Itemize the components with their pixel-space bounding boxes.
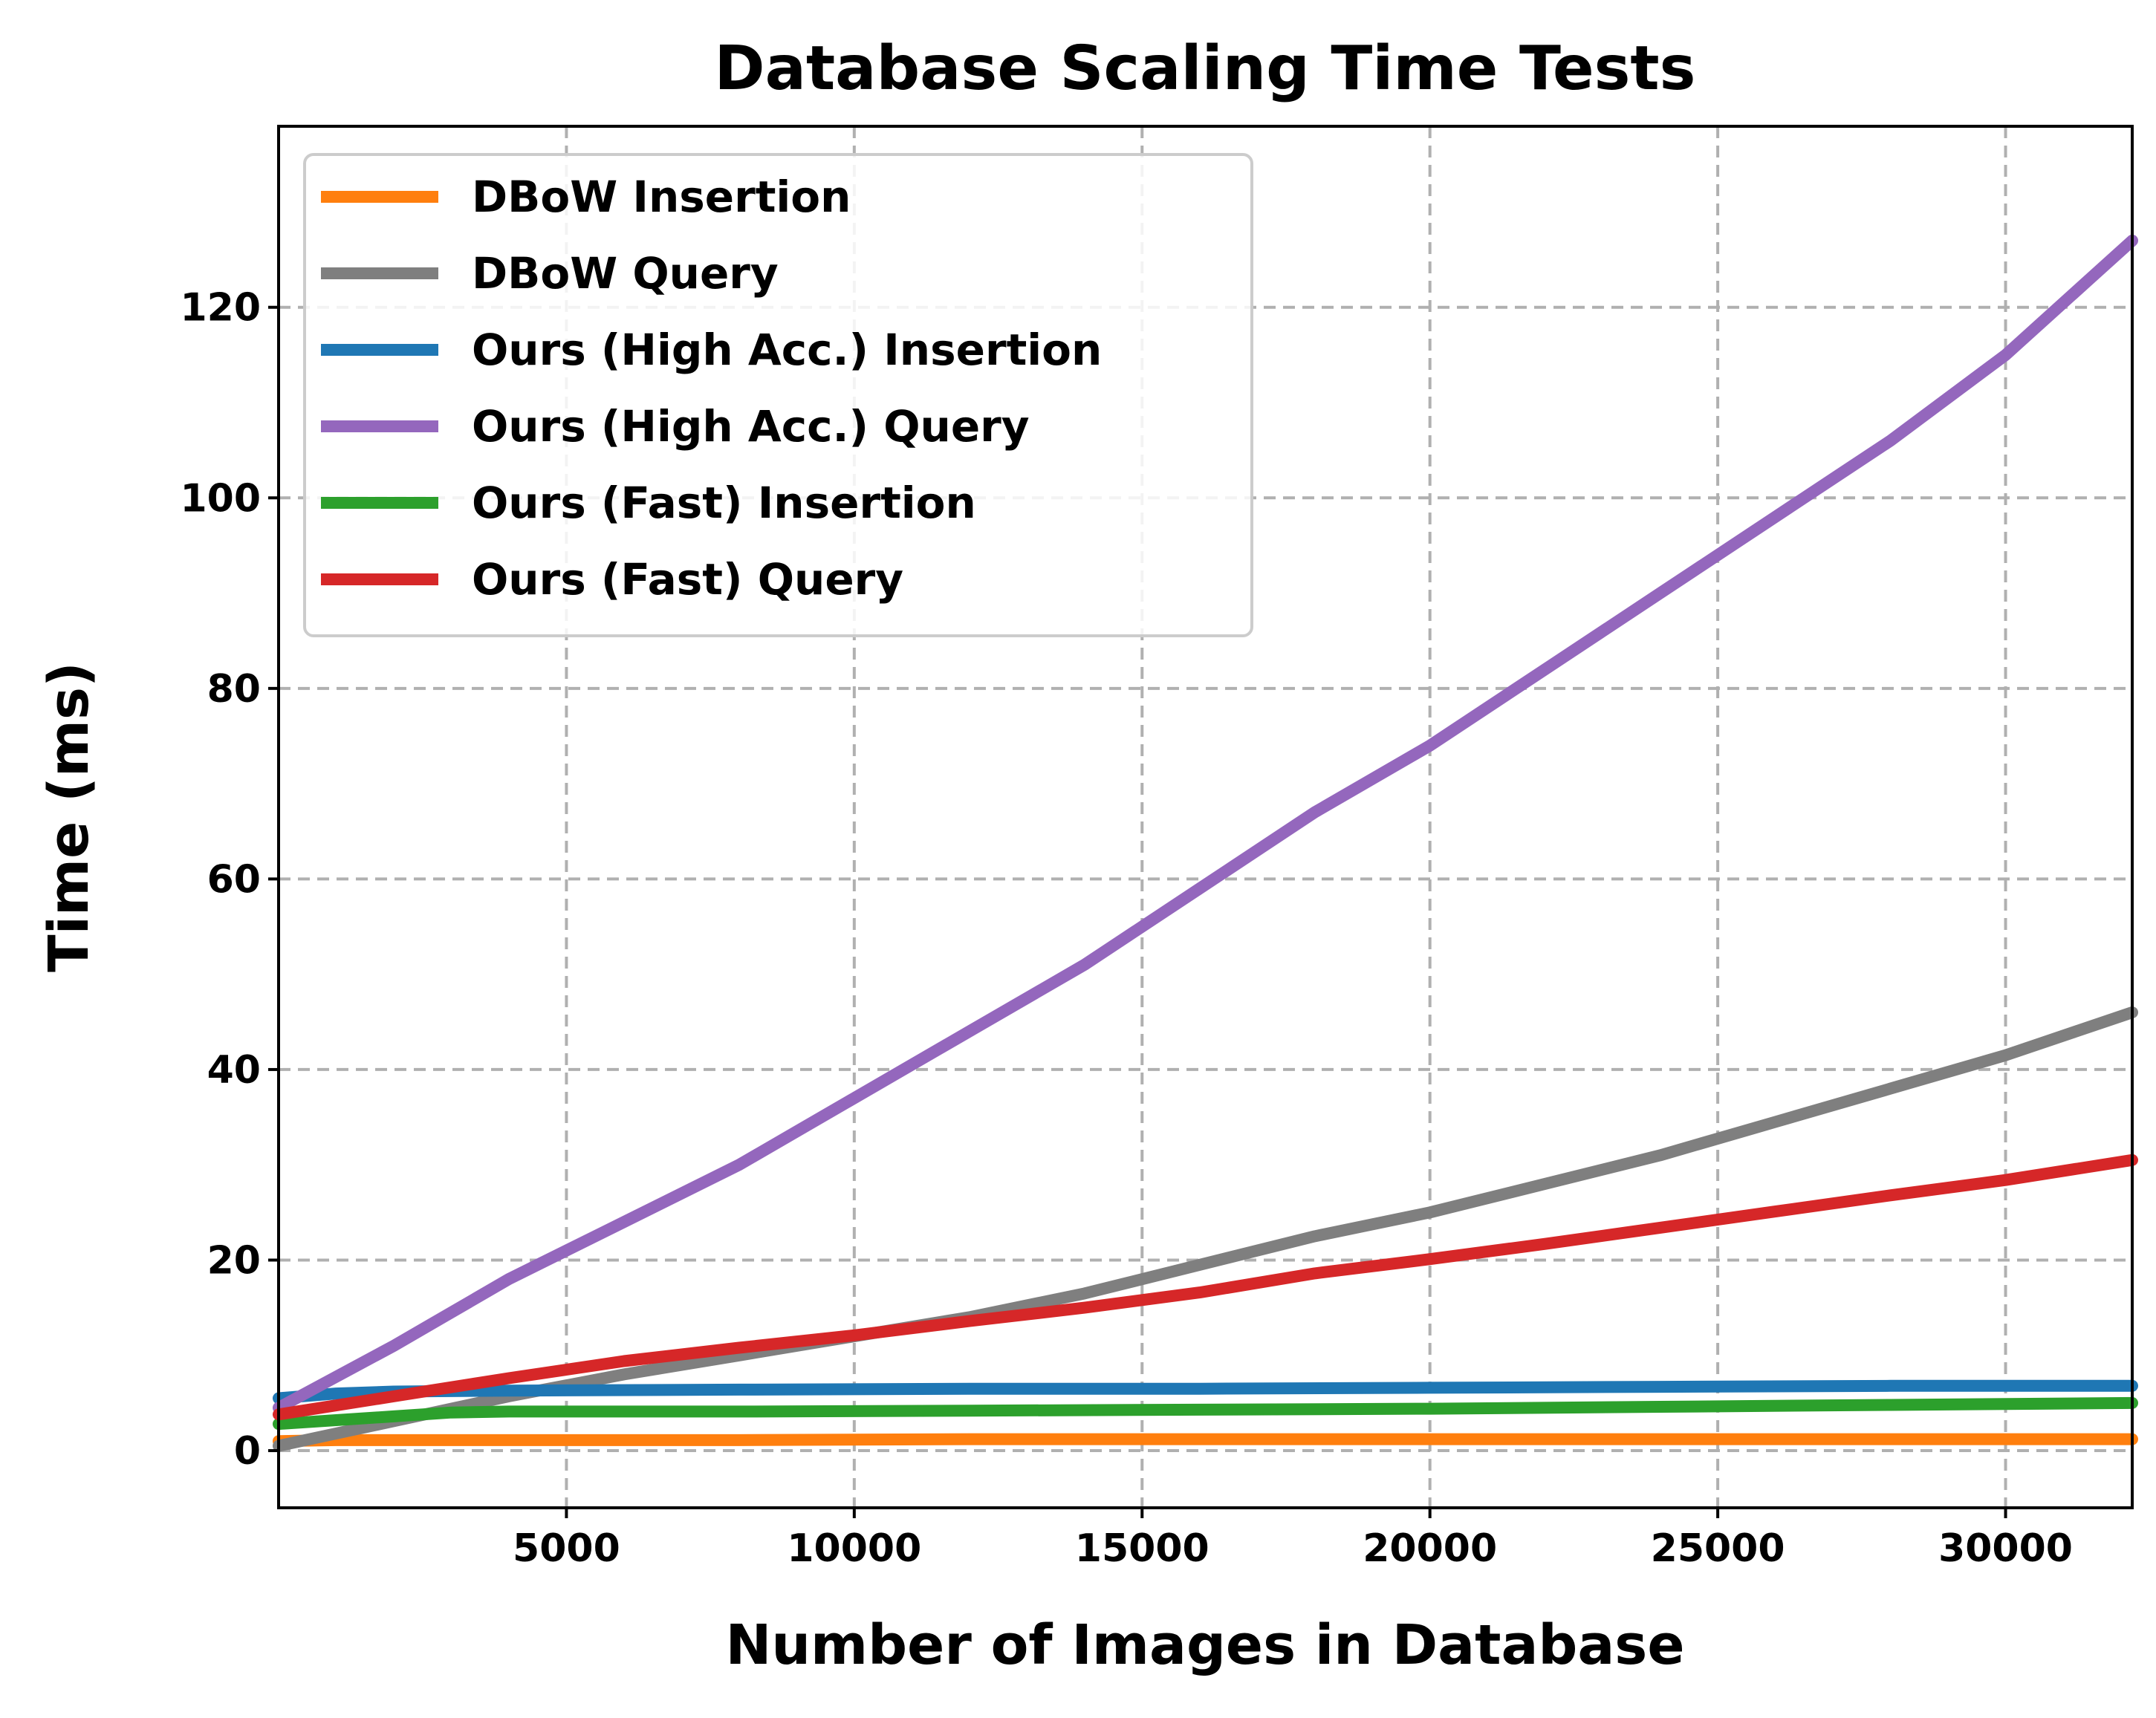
y-tick-label: 80: [207, 667, 261, 712]
legend-box: [303, 153, 1253, 637]
y-tick-label: 120: [180, 286, 261, 331]
legend-label: Ours (Fast) Insertion: [472, 478, 976, 528]
series-line-2: [273, 1379, 2138, 1405]
legend-label: Ours (High Acc.) Insertion: [472, 325, 1102, 375]
series-line-4: [273, 1396, 2138, 1431]
series-line-1: [273, 1006, 2138, 1452]
legend-label: DBoW Insertion: [472, 172, 851, 222]
y-tick-label: 20: [207, 1238, 261, 1283]
y-tick-label: 60: [207, 857, 261, 902]
series-group: [273, 234, 2138, 1452]
x-tick-label: 15000: [1075, 1526, 1209, 1571]
y-tick-label: 100: [180, 476, 261, 521]
x-axis-label: Number of Images in Database: [725, 1613, 1684, 1677]
y-axis-label: Time (ms): [37, 662, 101, 972]
y-tick-label: 0: [234, 1429, 261, 1474]
y-axis-ticks: 0 20 40 60 80 100 120: [180, 286, 279, 1474]
legend-label: DBoW Query: [472, 248, 779, 299]
legend: DBoW Insertion DBoW Query Ours (High Acc.)…: [303, 153, 1253, 637]
series-line-3: [273, 234, 2138, 1414]
y-tick-label: 40: [207, 1048, 261, 1093]
legend-label: Ours (High Acc.) Query: [472, 401, 1030, 452]
x-axis-ticks: 5000 10000 15000 20000 25000 30000: [513, 1508, 2073, 1571]
legend-label: Ours (Fast) Query: [472, 554, 903, 605]
x-tick-label: 20000: [1363, 1526, 1497, 1571]
plot-frame: [277, 125, 2134, 1509]
x-tick-label: 10000: [787, 1526, 921, 1571]
series-line-0: [273, 1433, 2138, 1448]
x-tick-label: 5000: [513, 1526, 620, 1571]
series-line-5: [273, 1154, 2138, 1421]
x-tick-label: 30000: [1938, 1526, 2073, 1571]
x-tick-label: 25000: [1651, 1526, 1785, 1571]
chart-title: Database Scaling Time Tests: [715, 33, 1696, 104]
